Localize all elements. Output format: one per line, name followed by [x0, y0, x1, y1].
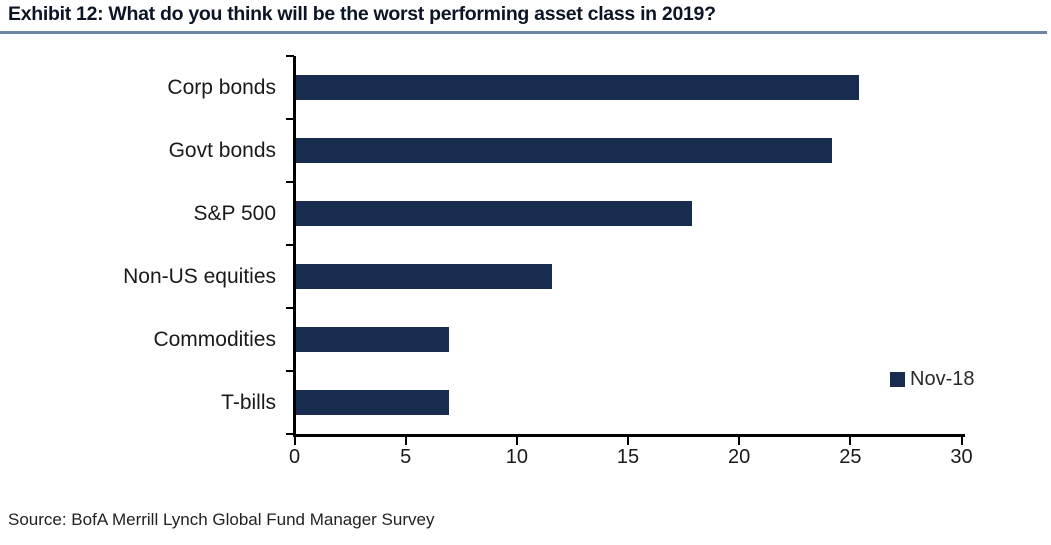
bar-non-us-equities — [296, 264, 552, 289]
category-label: Non-US equities — [123, 265, 276, 288]
bar-commodities — [296, 327, 450, 352]
category-label: S&P 500 — [193, 202, 276, 225]
y-axis-line — [293, 56, 296, 436]
bar-corp-bonds — [296, 75, 859, 100]
x-axis-tick-label: 0 — [288, 446, 301, 468]
bar-govt-bonds — [296, 138, 832, 163]
x-axis-tick-label: 30 — [950, 446, 973, 468]
x-axis-tick — [960, 436, 963, 445]
y-axis-tick — [286, 55, 294, 57]
x-axis-tick — [515, 436, 518, 445]
x-axis-tick — [738, 436, 741, 445]
x-axis-tick-label: 15 — [616, 446, 640, 468]
bar-s-p-500 — [296, 201, 692, 226]
category-label: Corp bonds — [167, 76, 276, 99]
x-axis-tick-label: 10 — [505, 446, 528, 468]
x-axis-tick — [627, 436, 629, 445]
legend-label: Nov-18 — [910, 368, 975, 390]
legend: Nov-18 — [890, 368, 974, 391]
y-axis-tick — [286, 370, 294, 372]
category-label: Commodities — [153, 328, 276, 351]
x-axis-tick-label: 20 — [728, 446, 751, 468]
y-axis-tick — [286, 118, 294, 120]
category-label: Govt bonds — [168, 139, 276, 162]
y-axis-tick — [286, 433, 294, 435]
x-axis-tick — [849, 436, 852, 445]
x-axis-tick-label: 5 — [400, 446, 412, 468]
x-axis-tick — [404, 436, 407, 445]
category-label: T-bills — [221, 391, 276, 414]
source-text: Source: BofA Merrill Lynch Global Fund M… — [8, 510, 435, 529]
title-underline — [0, 31, 1047, 34]
y-axis-tick — [286, 307, 294, 309]
x-axis-tick-label: 25 — [839, 446, 862, 468]
x-axis-tick — [293, 436, 296, 445]
bar-t-bills — [296, 390, 450, 415]
legend-swatch-icon — [890, 372, 905, 387]
x-axis-line — [293, 434, 965, 437]
chart-title: Exhibit 12: What do you think will be th… — [8, 3, 716, 25]
y-axis-tick — [286, 181, 294, 183]
y-axis-tick — [286, 244, 294, 246]
